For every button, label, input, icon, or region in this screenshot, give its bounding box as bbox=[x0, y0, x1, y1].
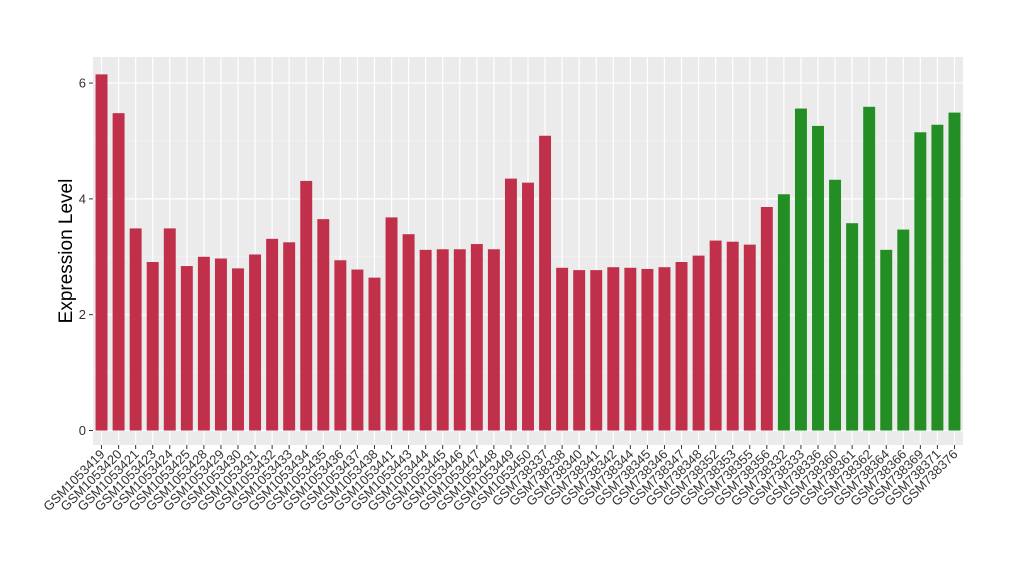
bar-GSM1053436 bbox=[334, 260, 347, 431]
y-tick-label: 6 bbox=[79, 76, 86, 91]
bar-GSM738336 bbox=[812, 125, 824, 431]
bar-GSM738362 bbox=[863, 106, 876, 431]
bar-GSM1053420 bbox=[112, 113, 125, 431]
bars-layer bbox=[95, 74, 961, 431]
bar-GSM1053443 bbox=[402, 234, 415, 431]
bar-GSM738360 bbox=[829, 179, 842, 431]
bar-GSM1053430 bbox=[232, 268, 244, 431]
bar-GSM1053447 bbox=[470, 244, 483, 431]
bar-GSM1053429 bbox=[214, 258, 227, 431]
bar-GSM738353 bbox=[726, 241, 739, 431]
bar-GSM1053446 bbox=[453, 249, 466, 431]
bar-GSM1053444 bbox=[419, 249, 432, 431]
bar-GSM738341 bbox=[590, 270, 603, 431]
bar-GSM1053438 bbox=[368, 277, 381, 431]
bar-GSM1053423 bbox=[146, 262, 159, 431]
bar-GSM738333 bbox=[794, 108, 807, 431]
bar-GSM738356 bbox=[760, 206, 773, 431]
bar-GSM738355 bbox=[743, 244, 756, 431]
y-axis: 0 2 4 6 bbox=[79, 76, 93, 438]
bar-GSM738361 bbox=[846, 223, 859, 431]
bar-GSM1053437 bbox=[351, 269, 364, 431]
bar-GSM738340 bbox=[573, 270, 586, 431]
bar-GSM738337 bbox=[539, 135, 552, 431]
bar-GSM1053432 bbox=[266, 238, 279, 431]
bar-GSM738352 bbox=[709, 240, 722, 431]
bar-GSM738348 bbox=[692, 255, 705, 431]
bar-GSM738332 bbox=[777, 194, 790, 431]
x-axis: GSM1053419GSM1053420GSM1053421GSM1053423… bbox=[40, 445, 961, 514]
bar-GSM738347 bbox=[675, 262, 688, 431]
bar-GSM1053431 bbox=[249, 254, 262, 431]
bar-GSM1053435 bbox=[317, 219, 330, 431]
y-tick-label: 2 bbox=[79, 307, 86, 322]
bar-GSM1053428 bbox=[197, 256, 210, 431]
bar-GSM738344 bbox=[624, 267, 637, 431]
bar-GSM738345 bbox=[641, 268, 654, 431]
bar-GSM1053433 bbox=[283, 242, 296, 431]
y-tick-label: 0 bbox=[79, 423, 86, 438]
bar-GSM738366 bbox=[897, 229, 910, 431]
bar-GSM738364 bbox=[880, 249, 893, 431]
bar-GSM738342 bbox=[607, 267, 620, 431]
bar-GSM1053421 bbox=[129, 228, 142, 431]
bar-GSM738338 bbox=[556, 267, 569, 431]
bar-GSM1053450 bbox=[522, 182, 534, 431]
bar-GSM1053419 bbox=[95, 74, 108, 431]
bar-GSM738371 bbox=[931, 124, 944, 431]
bar-GSM1053434 bbox=[300, 180, 313, 431]
bar-GSM738376 bbox=[948, 112, 961, 431]
y-tick-label: 4 bbox=[79, 191, 86, 206]
bar-GSM1053448 bbox=[487, 249, 500, 431]
y-axis-title: Expression Level bbox=[56, 179, 77, 324]
bar-GSM1053445 bbox=[436, 249, 449, 431]
bar-GSM1053425 bbox=[180, 266, 193, 431]
bar-GSM1053424 bbox=[163, 228, 176, 431]
bar-GSM738346 bbox=[658, 267, 671, 431]
bar-GSM1053441 bbox=[385, 217, 398, 431]
bar-GSM1053449 bbox=[504, 178, 517, 431]
bar-GSM738369 bbox=[914, 132, 927, 431]
